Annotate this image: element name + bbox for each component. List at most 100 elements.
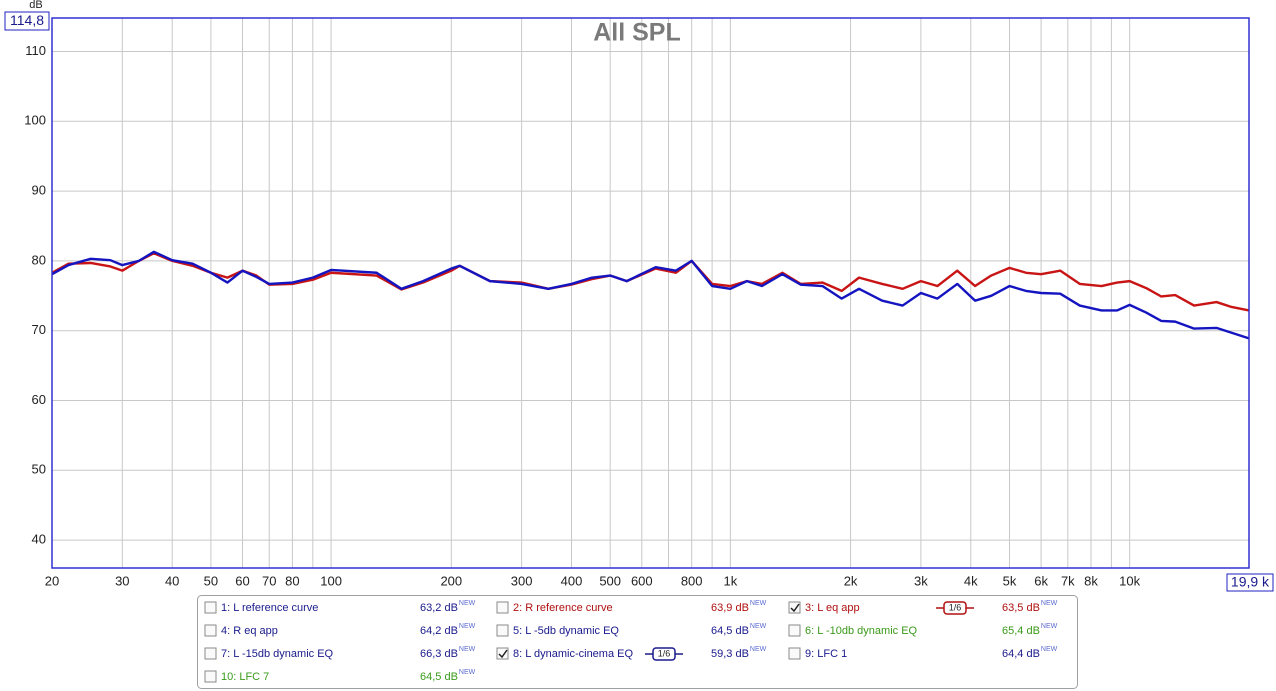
- trace-level: 64,4 dB: [1002, 648, 1040, 660]
- trace-name: 10: LFC 7: [221, 671, 269, 683]
- trace-name: 6: L -10db dynamic EQ: [805, 625, 918, 637]
- new-badge: NEW: [459, 600, 476, 607]
- x-tick-label: 60: [235, 573, 249, 588]
- smoothing-box[interactable]: [652, 647, 676, 661]
- legend-entry: 3: L eq app 63,5 dB NEW 1/6: [788, 600, 1058, 615]
- x-tick-label: 70: [262, 573, 276, 588]
- x-tick-label: 800: [681, 573, 703, 588]
- x-tick-label: 10k: [1119, 573, 1140, 588]
- checkbox[interactable]: [496, 647, 509, 660]
- trace-level: 63,5 dB: [1002, 602, 1040, 614]
- checkbox[interactable]: [788, 647, 801, 660]
- checkbox[interactable]: [204, 601, 217, 614]
- y-tick-label: 110: [25, 43, 46, 58]
- trace-level: 65,4 dB: [1002, 625, 1040, 637]
- legend-entry: 2: R reference curve 63,9 dB NEW: [496, 600, 767, 614]
- y-tick-label: 100: [24, 113, 46, 128]
- new-badge: NEW: [1041, 623, 1058, 630]
- checkbox[interactable]: [204, 624, 217, 637]
- legend-entry: 6: L -10db dynamic EQ 65,4 dB NEW: [788, 623, 1058, 637]
- new-badge: NEW: [1041, 600, 1058, 607]
- smoothing-box[interactable]: [943, 601, 967, 615]
- x-tick-label: 30: [115, 573, 129, 588]
- x-tick-label: 300: [511, 573, 533, 588]
- trace-name: 8: L dynamic-cinema EQ: [513, 648, 633, 660]
- x-tick-label: 600: [631, 573, 653, 588]
- x-tick-label: 4k: [964, 573, 978, 588]
- checkbox[interactable]: [788, 624, 801, 637]
- new-badge: NEW: [459, 646, 476, 653]
- x-tick-label: 6k: [1034, 573, 1048, 588]
- y-tick-label: 60: [32, 392, 46, 407]
- new-badge: NEW: [750, 646, 767, 653]
- trace-name: 4: R eq app: [221, 625, 278, 637]
- checkbox[interactable]: [788, 601, 801, 614]
- trace-level: 59,3 dB: [711, 648, 749, 660]
- trace-level: 64,2 dB: [420, 625, 458, 637]
- x-tick-label: 100: [320, 573, 342, 588]
- chart-title: All SPL: [593, 19, 681, 47]
- y-tick-label: 40: [32, 532, 46, 547]
- checkbox[interactable]: [204, 670, 217, 683]
- x-tick-label: 8k: [1084, 573, 1098, 588]
- trace-name: 3: L eq app: [805, 602, 860, 614]
- x-tick-label: 50: [204, 573, 218, 588]
- smoothing-label: 1/6: [949, 602, 962, 612]
- x-tick-label: 400: [561, 573, 583, 588]
- new-badge: NEW: [1041, 646, 1058, 653]
- trace-level: 64,5 dB: [711, 625, 749, 637]
- y-axis-label: dB: [29, 0, 42, 11]
- trace-name: 7: L -15db dynamic EQ: [221, 648, 334, 660]
- x-tick-label: 1k: [724, 573, 738, 588]
- trace-name: 2: R reference curve: [513, 602, 613, 614]
- trace-level: 66,3 dB: [420, 648, 458, 660]
- new-badge: NEW: [750, 623, 767, 630]
- trace-name: 9: LFC 1: [805, 648, 847, 660]
- trace-level: 63,9 dB: [711, 602, 749, 614]
- y-tick-label: 80: [32, 252, 46, 267]
- x-tick-label: 3k: [914, 573, 928, 588]
- legend: 1: L reference curve 63,2 dB NEW 2: R refer…: [204, 600, 1058, 683]
- x-tick-label: 200: [440, 573, 462, 588]
- checkmark: [498, 649, 508, 659]
- x-tick-label: 40: [165, 573, 179, 588]
- checkbox[interactable]: [496, 601, 509, 614]
- x-max-box[interactable]: [1226, 573, 1274, 592]
- checkbox[interactable]: [496, 624, 509, 637]
- legend-panel: [197, 595, 1078, 689]
- checkmark: [790, 603, 800, 613]
- trace-level: 64,5 dB: [420, 671, 458, 683]
- trace-name: 1: L reference curve: [221, 602, 318, 614]
- x-tick-label: 7k: [1061, 573, 1075, 588]
- y-tick-label: 70: [32, 322, 46, 337]
- plot-area: [52, 18, 1249, 568]
- new-badge: NEW: [459, 623, 476, 630]
- y-tick-label: 90: [32, 183, 46, 198]
- y-max-box[interactable]: [4, 11, 50, 31]
- legend-entry: 8: L dynamic-cinema EQ 59,3 dB NEW 1/6: [496, 646, 767, 661]
- x-tick-label: 2k: [844, 573, 858, 588]
- new-badge: NEW: [459, 669, 476, 676]
- legend-entry: 5: L -5db dynamic EQ 64,5 dB NEW: [496, 623, 767, 637]
- x-tick-label: 20: [45, 573, 59, 588]
- y-tick-label: 50: [32, 462, 46, 477]
- legend-entry: 9: LFC 1 64,4 dB NEW: [788, 646, 1058, 660]
- legend-entry: 7: L -15db dynamic EQ 66,3 dB NEW: [204, 646, 476, 660]
- spl-curve: [51, 250, 1250, 340]
- smoothing-label: 1/6: [658, 648, 671, 658]
- x-max-label: 19,9 k: [1231, 574, 1270, 590]
- trace-level: 63,2 dB: [420, 602, 458, 614]
- plot-frame: [51, 17, 1250, 569]
- legend-entry: 4: R eq app 64,2 dB NEW: [204, 623, 476, 637]
- x-tick-label: 500: [599, 573, 621, 588]
- new-badge: NEW: [750, 600, 767, 607]
- legend-entry: 10: LFC 7 64,5 dB NEW: [204, 669, 476, 683]
- legend-entry: 1: L reference curve 63,2 dB NEW: [204, 600, 476, 614]
- checkbox[interactable]: [204, 647, 217, 660]
- x-tick-label: 5k: [1003, 573, 1017, 588]
- x-tick-label: 80: [285, 573, 299, 588]
- y-max-label: 114,8: [10, 12, 44, 28]
- curves: [51, 250, 1250, 340]
- trace-name: 5: L -5db dynamic EQ: [513, 625, 619, 637]
